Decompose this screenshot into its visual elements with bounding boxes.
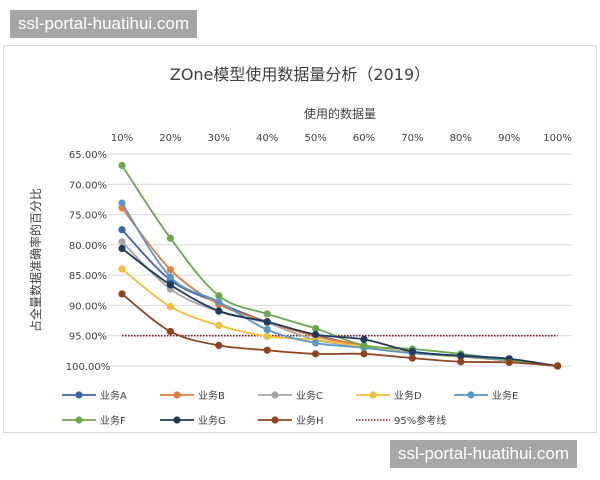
data-point bbox=[457, 358, 465, 366]
y-tick-label: 95.00% bbox=[69, 332, 107, 343]
watermark-bottom: ssl-portal-huatihui.com bbox=[390, 440, 578, 468]
data-point bbox=[215, 298, 223, 306]
data-point bbox=[118, 238, 126, 246]
x-tick-label: 30% bbox=[208, 133, 230, 144]
data-point bbox=[312, 350, 320, 358]
legend-item: 业务C bbox=[258, 389, 323, 402]
data-point bbox=[360, 350, 368, 358]
legend-marker bbox=[271, 391, 279, 399]
data-point bbox=[166, 266, 174, 274]
data-point bbox=[263, 310, 271, 318]
y-tick-label: 80.00% bbox=[69, 241, 107, 252]
y-tick-label: 90.00% bbox=[69, 301, 107, 312]
legend-label: 业务F bbox=[100, 414, 126, 427]
legend-marker bbox=[173, 391, 181, 399]
legend-item: 业务F bbox=[62, 414, 126, 427]
legend-item: 业务A bbox=[62, 389, 127, 402]
data-point bbox=[408, 347, 416, 356]
legend-label: 业务B bbox=[198, 389, 225, 402]
data-point bbox=[118, 265, 126, 273]
y-axis-label: 占全量数据准确率的百分比 bbox=[28, 188, 43, 332]
x-tick-label: 70% bbox=[401, 133, 423, 144]
data-point bbox=[263, 326, 271, 334]
y-tick-label: 70.00% bbox=[69, 180, 107, 191]
data-point bbox=[312, 324, 320, 333]
legend-label: 业务G bbox=[198, 414, 226, 427]
data-point bbox=[215, 341, 223, 350]
data-point bbox=[215, 292, 223, 300]
data-point bbox=[166, 327, 174, 336]
legend-item: 业务H bbox=[258, 414, 324, 427]
data-point bbox=[166, 303, 174, 311]
data-point bbox=[166, 273, 174, 281]
legend-marker bbox=[369, 391, 377, 399]
series-line bbox=[121, 202, 558, 367]
data-point bbox=[166, 234, 174, 242]
data-point bbox=[360, 335, 368, 343]
data-point bbox=[505, 358, 513, 366]
data-point bbox=[263, 318, 271, 326]
legend-item: 95%参考线 bbox=[356, 414, 446, 427]
x-tick-label: 100% bbox=[543, 133, 572, 144]
data-point bbox=[360, 341, 368, 350]
data-point bbox=[215, 321, 223, 330]
data-point bbox=[263, 332, 271, 340]
data-point bbox=[457, 352, 465, 360]
series-line bbox=[121, 293, 558, 367]
data-point bbox=[118, 226, 126, 234]
legend-label: 业务H bbox=[296, 414, 324, 427]
data-point bbox=[312, 330, 320, 339]
data-point bbox=[118, 290, 126, 298]
series-业务H bbox=[118, 290, 562, 370]
legend-item: 业务G bbox=[160, 414, 226, 427]
data-point bbox=[118, 199, 126, 207]
legend-label: 业务D bbox=[394, 389, 422, 402]
x-tick-label: 10% bbox=[111, 133, 133, 144]
x-tick-label: 50% bbox=[304, 133, 326, 144]
legend-item: 业务D bbox=[356, 389, 422, 402]
legend-label: 95%参考线 bbox=[394, 414, 446, 427]
legend-marker bbox=[173, 416, 181, 424]
legend-label: 业务A bbox=[100, 389, 127, 402]
data-point bbox=[554, 362, 562, 370]
x-tick-label: 40% bbox=[256, 133, 278, 144]
legend-item: 业务B bbox=[160, 389, 225, 402]
x-tick-label: 20% bbox=[159, 133, 181, 144]
legend-marker bbox=[75, 416, 83, 424]
data-point bbox=[118, 244, 126, 253]
data-point bbox=[166, 281, 174, 289]
y-tick-label: 100.00% bbox=[66, 362, 111, 373]
x-tick-label: 60% bbox=[353, 133, 375, 144]
watermark-top: ssl-portal-huatihui.com bbox=[10, 10, 198, 38]
x-tick-label: 80% bbox=[450, 133, 472, 144]
x-tick-label: 90% bbox=[498, 133, 520, 144]
data-point bbox=[215, 307, 223, 315]
legend-label: 业务C bbox=[296, 389, 323, 402]
y-tick-label: 65.00% bbox=[69, 150, 107, 161]
legend-marker bbox=[75, 391, 83, 399]
chart-frame bbox=[3, 45, 597, 433]
data-point bbox=[263, 346, 271, 354]
y-axis-label-text: 占全量数据准确率的百分比 bbox=[28, 188, 43, 332]
x-axis-label: 使用的数据量 bbox=[304, 106, 376, 121]
y-tick-label: 75.00% bbox=[69, 211, 107, 222]
series-line bbox=[121, 247, 558, 367]
data-point bbox=[118, 161, 126, 170]
legend-item: 业务E bbox=[454, 389, 518, 402]
legend-marker bbox=[271, 416, 279, 424]
data-point bbox=[312, 339, 320, 347]
legend-label: 业务E bbox=[492, 389, 518, 402]
legend-marker bbox=[467, 391, 475, 399]
y-tick-label: 85.00% bbox=[69, 271, 107, 282]
data-point bbox=[408, 354, 416, 362]
chart-title: ZOne模型使用数据量分析（2019） bbox=[170, 65, 430, 84]
